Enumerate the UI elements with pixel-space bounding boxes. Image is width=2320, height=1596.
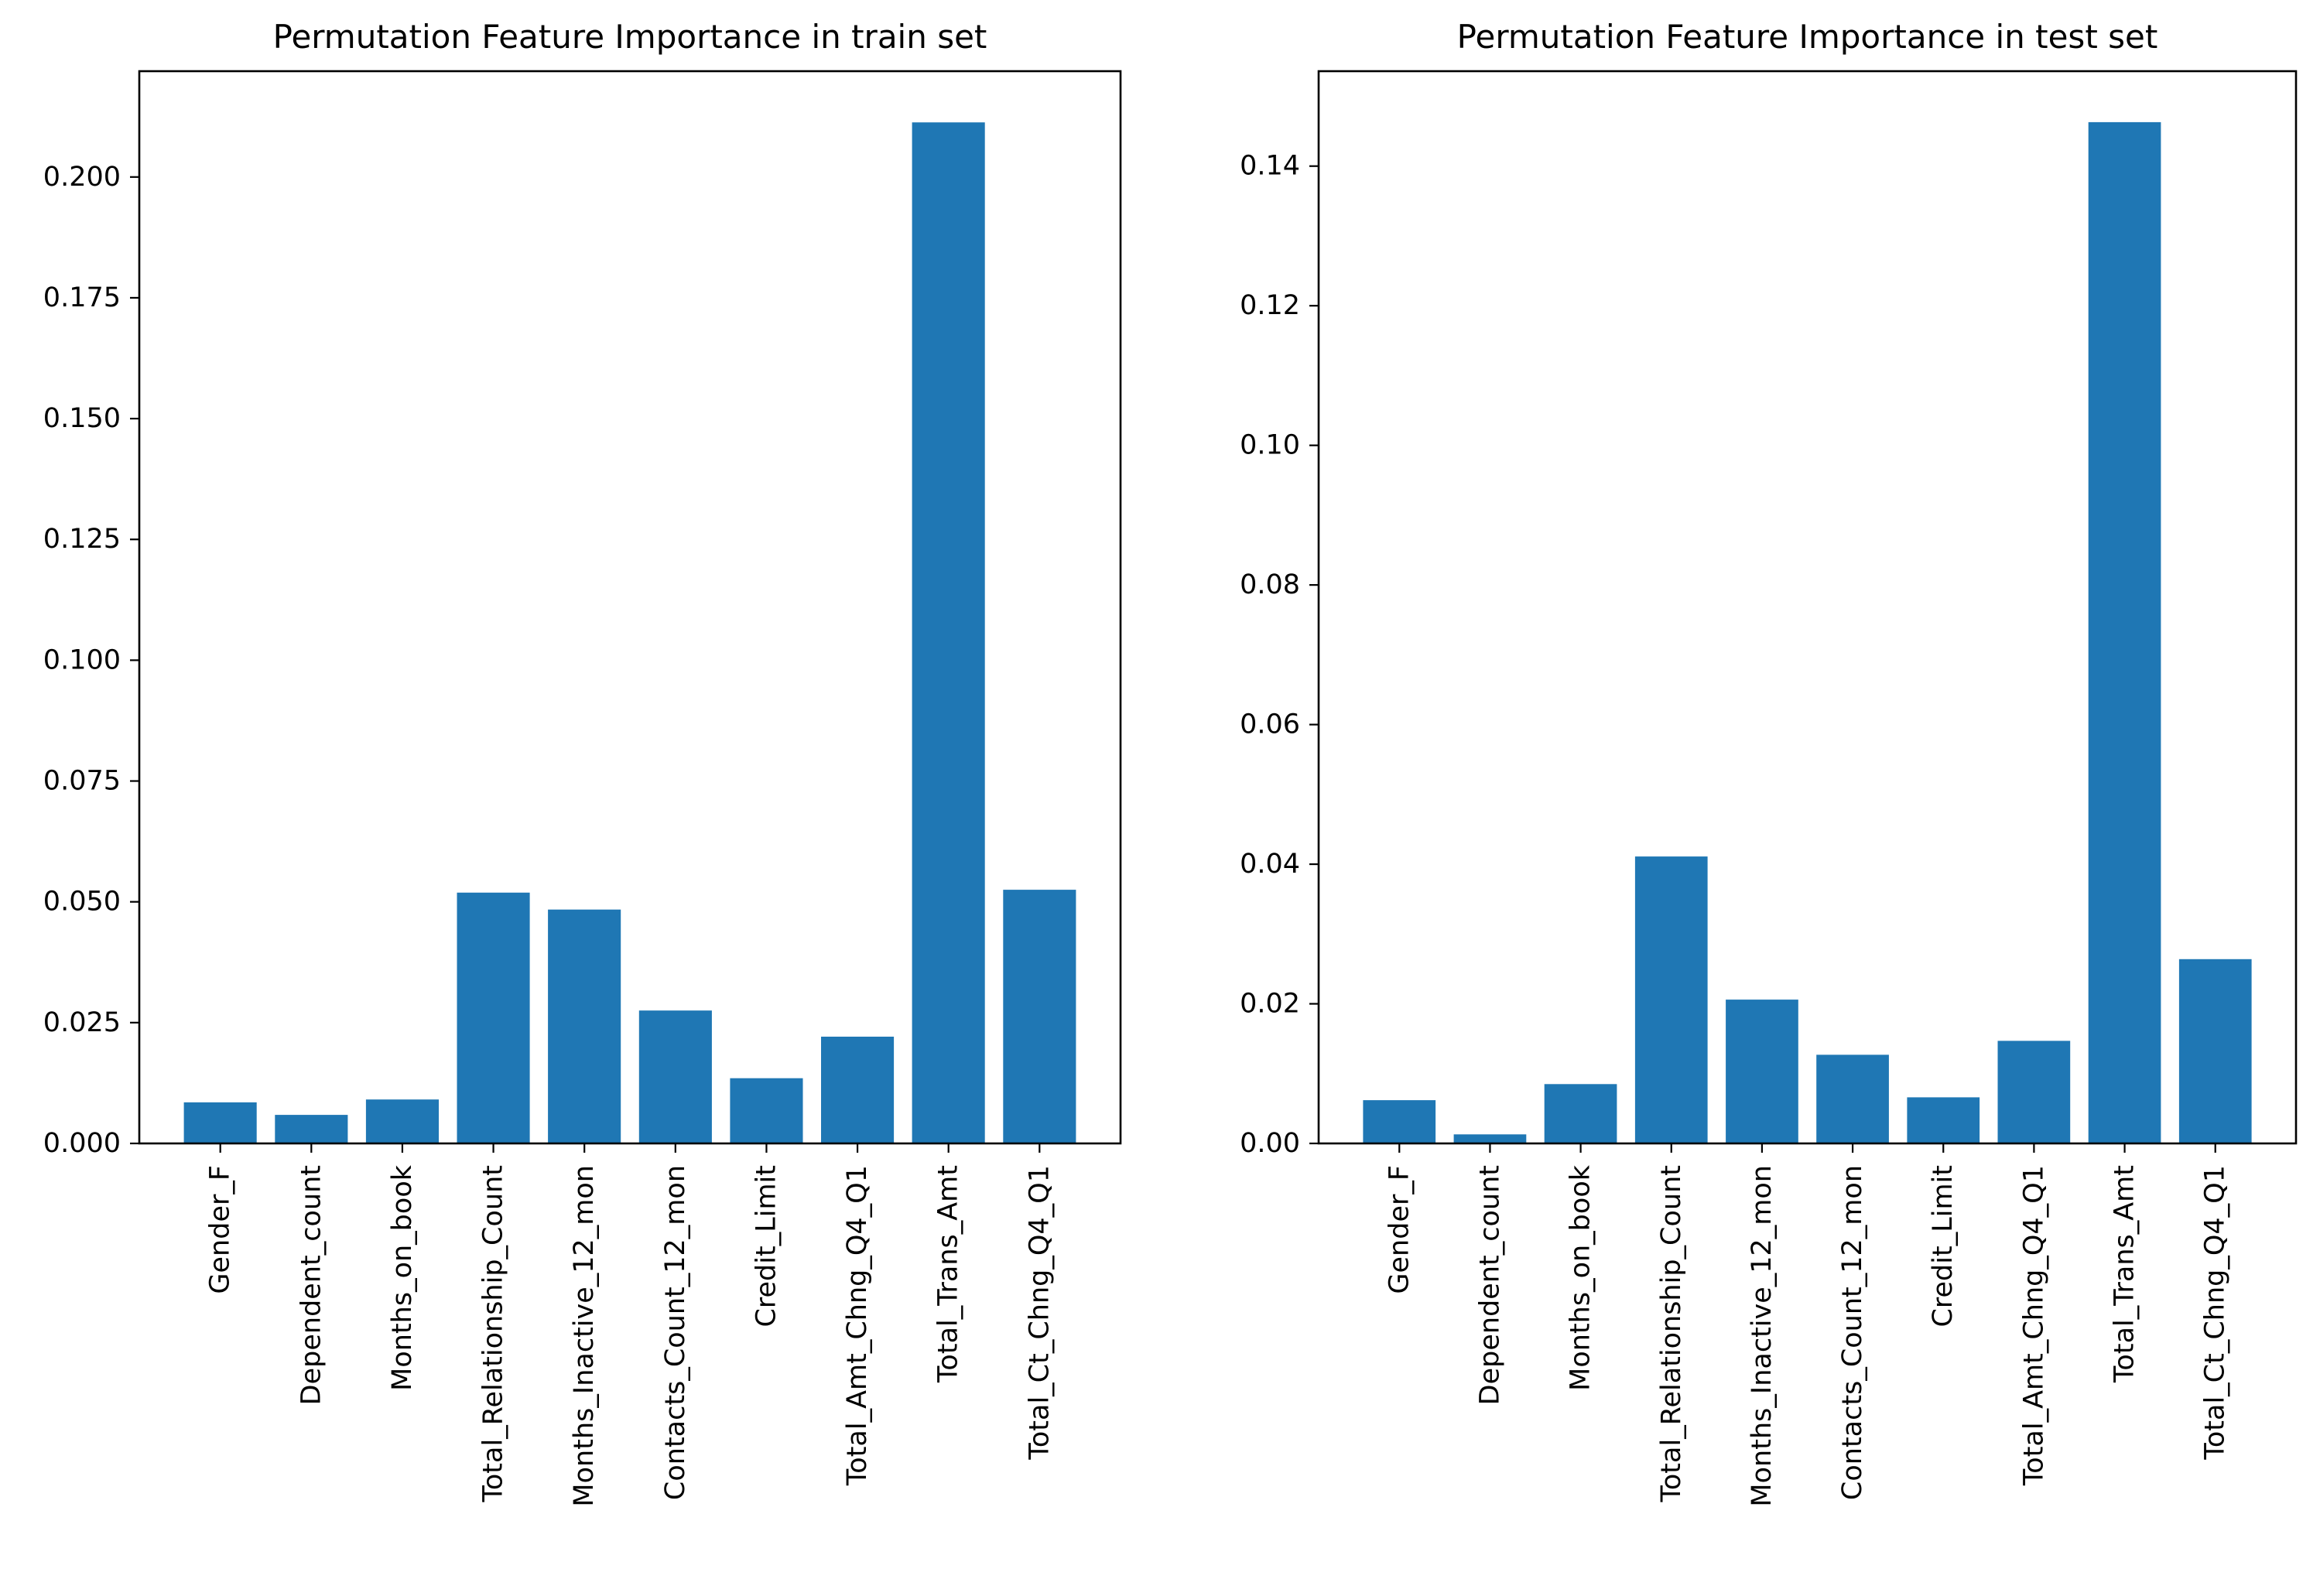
y-tick-label: 0.12	[1240, 290, 1300, 321]
axes-frame	[138, 70, 1122, 1145]
x-tick-label: Total_Amt_Chng_Q4_Q1	[842, 1165, 873, 1486]
bar-Dependent_count	[1453, 1134, 1527, 1143]
x-tick-label: Contacts_Count_12_mon	[1837, 1165, 1868, 1500]
x-tick-label: Total_Trans_Amt	[933, 1165, 964, 1383]
y-tick-label: 0.200	[43, 162, 121, 193]
bar-Gender_F	[183, 1102, 257, 1143]
y-tick-label: 0.06	[1240, 709, 1300, 740]
bar-Total_Ct_Chng_Q4_Q1	[1003, 890, 1076, 1143]
x-tick-label: Credit_Limit	[1928, 1165, 1959, 1328]
bar-Total_Relationship_Count	[1634, 856, 1708, 1143]
bar-Months_Inactive_12_mon	[1726, 1000, 1798, 1143]
bar-Dependent_count	[275, 1115, 348, 1143]
x-tick-label: Total_Relationship_Count	[478, 1165, 509, 1503]
y-tick-label: 0.14	[1240, 151, 1300, 182]
chart-title: Permutation Feature Importance in test s…	[1457, 18, 2158, 56]
x-tick-label: Months_on_book	[1565, 1164, 1596, 1391]
y-tick-label: 0.000	[43, 1128, 121, 1159]
x-tick-label: Dependent_count	[296, 1165, 327, 1405]
y-tick-label: 0.125	[43, 524, 121, 555]
y-tick-label: 0.00	[1240, 1128, 1300, 1159]
x-tick-label: Gender_F	[1384, 1165, 1415, 1294]
y-tick-label: 0.025	[43, 1007, 121, 1038]
x-tick-label: Months_Inactive_12_mon	[569, 1165, 600, 1507]
x-tick-label: Total_Relationship_Count	[1656, 1165, 1687, 1503]
y-tick-label: 0.075	[43, 766, 121, 797]
y-tick-label: 0.100	[43, 644, 121, 675]
x-tick-label: Total_Amt_Chng_Q4_Q1	[2018, 1165, 2049, 1486]
bar-Total_Amt_Chng_Q4_Q1	[821, 1037, 895, 1143]
y-tick-label: 0.150	[43, 403, 121, 434]
x-tick-label: Total_Trans_Amt	[2110, 1165, 2140, 1383]
y-tick-label: 0.04	[1240, 849, 1300, 880]
x-tick-label: Gender_F	[205, 1165, 236, 1294]
bar-Contacts_Count_12_mon	[1816, 1054, 1889, 1143]
bar-Credit_Limit	[1907, 1097, 1980, 1143]
bar-Months_Inactive_12_mon	[548, 909, 621, 1143]
axes-frame	[1317, 70, 2298, 1145]
bar-Total_Trans_Amt	[2088, 121, 2161, 1143]
bar-Total_Relationship_Count	[457, 892, 530, 1143]
bar-Months_on_book	[1544, 1084, 1617, 1143]
bar-Gender_F	[1363, 1100, 1436, 1143]
x-tick-label: Total_Ct_Chng_Q4_Q1	[1024, 1165, 1055, 1461]
bar-Total_Amt_Chng_Q4_Q1	[1997, 1041, 2071, 1143]
chart-panel-1: 0.000 0.025 0.050 0.075 0.100 0.125 0.150 0.175…	[43, 18, 1122, 1507]
x-tick-label: Months_on_book	[387, 1164, 418, 1391]
bar-Total_Ct_Chng_Q4_Q1	[2178, 959, 2252, 1143]
y-tick-label: 0.02	[1240, 989, 1300, 1020]
x-tick-label: Contacts_Count_12_mon	[660, 1165, 691, 1500]
x-tick-label: Dependent_count	[1474, 1165, 1505, 1405]
y-tick-label: 0.175	[43, 282, 121, 313]
bar-Credit_Limit	[730, 1078, 803, 1143]
y-tick-label: 0.10	[1240, 430, 1300, 461]
x-tick-label: Total_Ct_Chng_Q4_Q1	[2200, 1165, 2231, 1461]
y-tick-label: 0.08	[1240, 569, 1300, 600]
x-tick-label: Credit_Limit	[751, 1165, 782, 1328]
bar-Months_on_book	[365, 1099, 439, 1143]
bar-Total_Trans_Amt	[912, 122, 985, 1144]
x-tick-label: Months_Inactive_12_mon	[1747, 1165, 1778, 1507]
bar-Contacts_Count_12_mon	[638, 1010, 712, 1143]
chart-panel-2: 0.00 0.02 0.04 0.06 0.08 0.10 0.12 0.14 Gender_F…	[1240, 18, 2298, 1507]
chart-title: Permutation Feature Importance in train …	[273, 18, 987, 56]
y-tick-label: 0.050	[43, 887, 121, 918]
